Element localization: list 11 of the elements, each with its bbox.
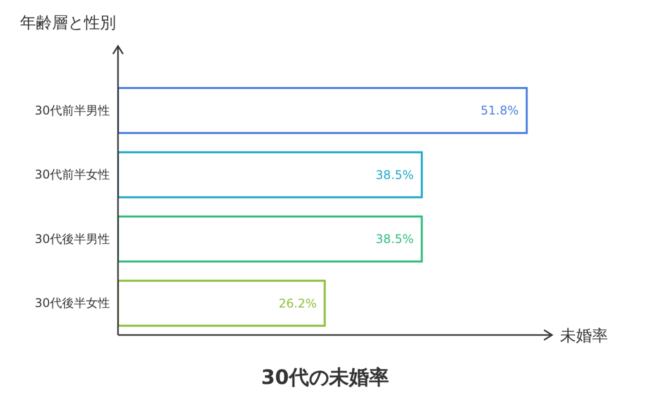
y-tick-label: 30代前半男性 xyxy=(34,103,110,118)
y-tick-label: 30代後半男性 xyxy=(34,232,110,246)
data-label: 51.8% xyxy=(480,104,519,118)
data-label: 26.2% xyxy=(278,296,317,310)
x-axis-title: 未婚率 xyxy=(560,326,608,345)
text: 30代の未婚率 xyxy=(261,365,389,389)
y-tick-label: 30代後半女性 xyxy=(34,296,110,310)
data-label: 38.5% xyxy=(376,168,414,182)
y-axis-title: 年齢層と性別 xyxy=(20,13,116,32)
y-tick-label: 30代前半女性 xyxy=(34,168,110,182)
data-label: 38.5% xyxy=(376,232,414,246)
